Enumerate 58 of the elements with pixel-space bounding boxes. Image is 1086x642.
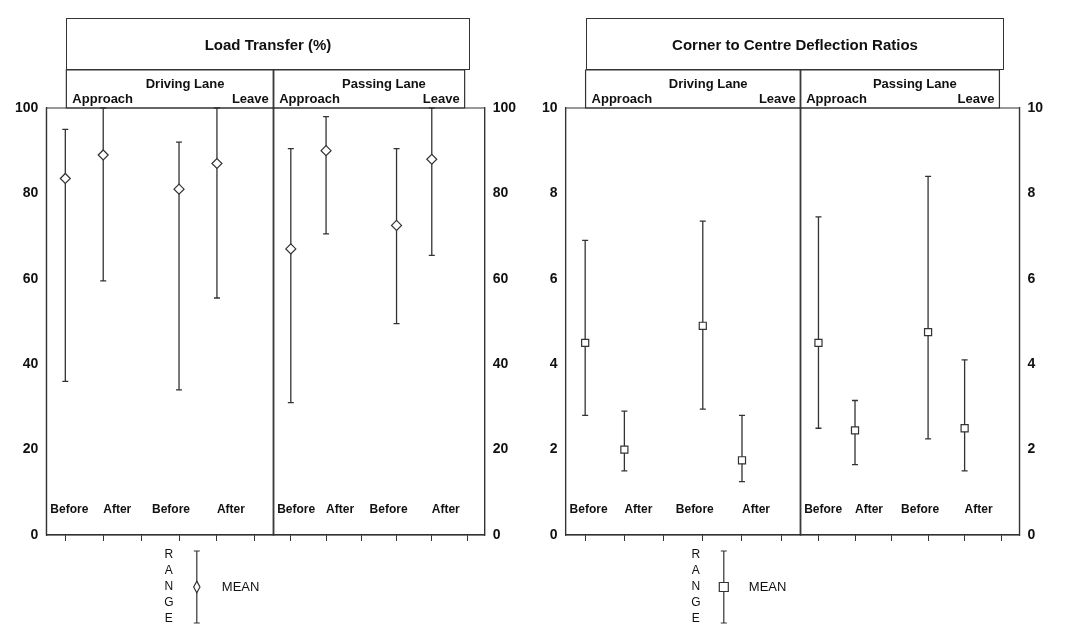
y2-tick-label: 4 [1027, 355, 1036, 372]
x-tick-label: Before [901, 502, 940, 516]
x-tick-label: After [624, 502, 653, 516]
x-tick-label: Before [152, 502, 191, 516]
x-tick-label: After [326, 502, 355, 516]
x-tick-label: Before [50, 502, 89, 516]
text: Approach [72, 91, 134, 106]
x-tick-label: Before [804, 502, 843, 516]
text: Leave [957, 91, 995, 106]
text: Approach [806, 91, 867, 106]
y2-tick-label: 60 [492, 269, 509, 286]
x-tick-label: After [103, 502, 132, 516]
text: Leave [758, 91, 796, 106]
legend-title: RANGE [164, 547, 174, 626]
chart-subtitle: Passing Lane [872, 76, 957, 91]
y-tick-label: 8 [549, 184, 558, 201]
x-tick-label: After [741, 502, 771, 516]
y-tick-label: 10 [541, 98, 558, 115]
y2-tick-label: 100 [492, 98, 517, 115]
legend-label: MEAN [748, 578, 787, 594]
text: Approach [591, 91, 653, 106]
y-tick-label: 2 [549, 440, 558, 457]
legend-label: MEAN [221, 578, 260, 594]
y2-tick-label: 20 [492, 440, 509, 457]
chart-title: Corner to Centre Deflection Ratios [672, 35, 918, 53]
x-tick-label: Before [277, 502, 316, 516]
y-tick-label: 6 [549, 269, 558, 286]
x-tick-label: Before [569, 502, 608, 516]
y2-tick-label: 80 [492, 184, 509, 201]
x-tick-label: After [964, 502, 993, 516]
x-tick-label: After [431, 502, 461, 516]
y-tick-label: 0 [30, 525, 39, 542]
chart-subtitle: Passing Lane [342, 76, 426, 91]
y-tick-label: 0 [549, 525, 558, 542]
y-tick-label: 20 [22, 440, 39, 457]
y2-tick-label: 10 [1027, 98, 1044, 115]
x-tick-label: After [855, 502, 884, 516]
chart-subtitle: Driving Lane [145, 76, 225, 91]
x-tick-label: Before [675, 502, 715, 516]
y2-tick-label: 0 [492, 525, 501, 542]
x-tick-label: Before [369, 502, 408, 516]
y-tick-label: 80 [22, 184, 39, 201]
text: Leave [422, 91, 460, 106]
y2-tick-label: 2 [1027, 440, 1036, 457]
y2-tick-label: 40 [492, 355, 509, 372]
y2-tick-label: 0 [1027, 525, 1036, 542]
x-tick-label: After [216, 502, 246, 516]
y-tick-label: 40 [22, 355, 39, 372]
y-tick-label: 60 [22, 269, 39, 286]
chart-subtitle: Driving Lane [668, 76, 748, 91]
chart-title: Load Transfer (%) [204, 35, 332, 53]
text: Approach [279, 91, 340, 106]
y-tick-label: 4 [549, 355, 558, 372]
legend-title: RANGE [691, 547, 701, 626]
y-tick-label: 100 [15, 98, 39, 115]
text: Leave [231, 91, 269, 106]
y2-tick-label: 6 [1027, 269, 1036, 286]
y2-tick-label: 8 [1027, 184, 1036, 201]
